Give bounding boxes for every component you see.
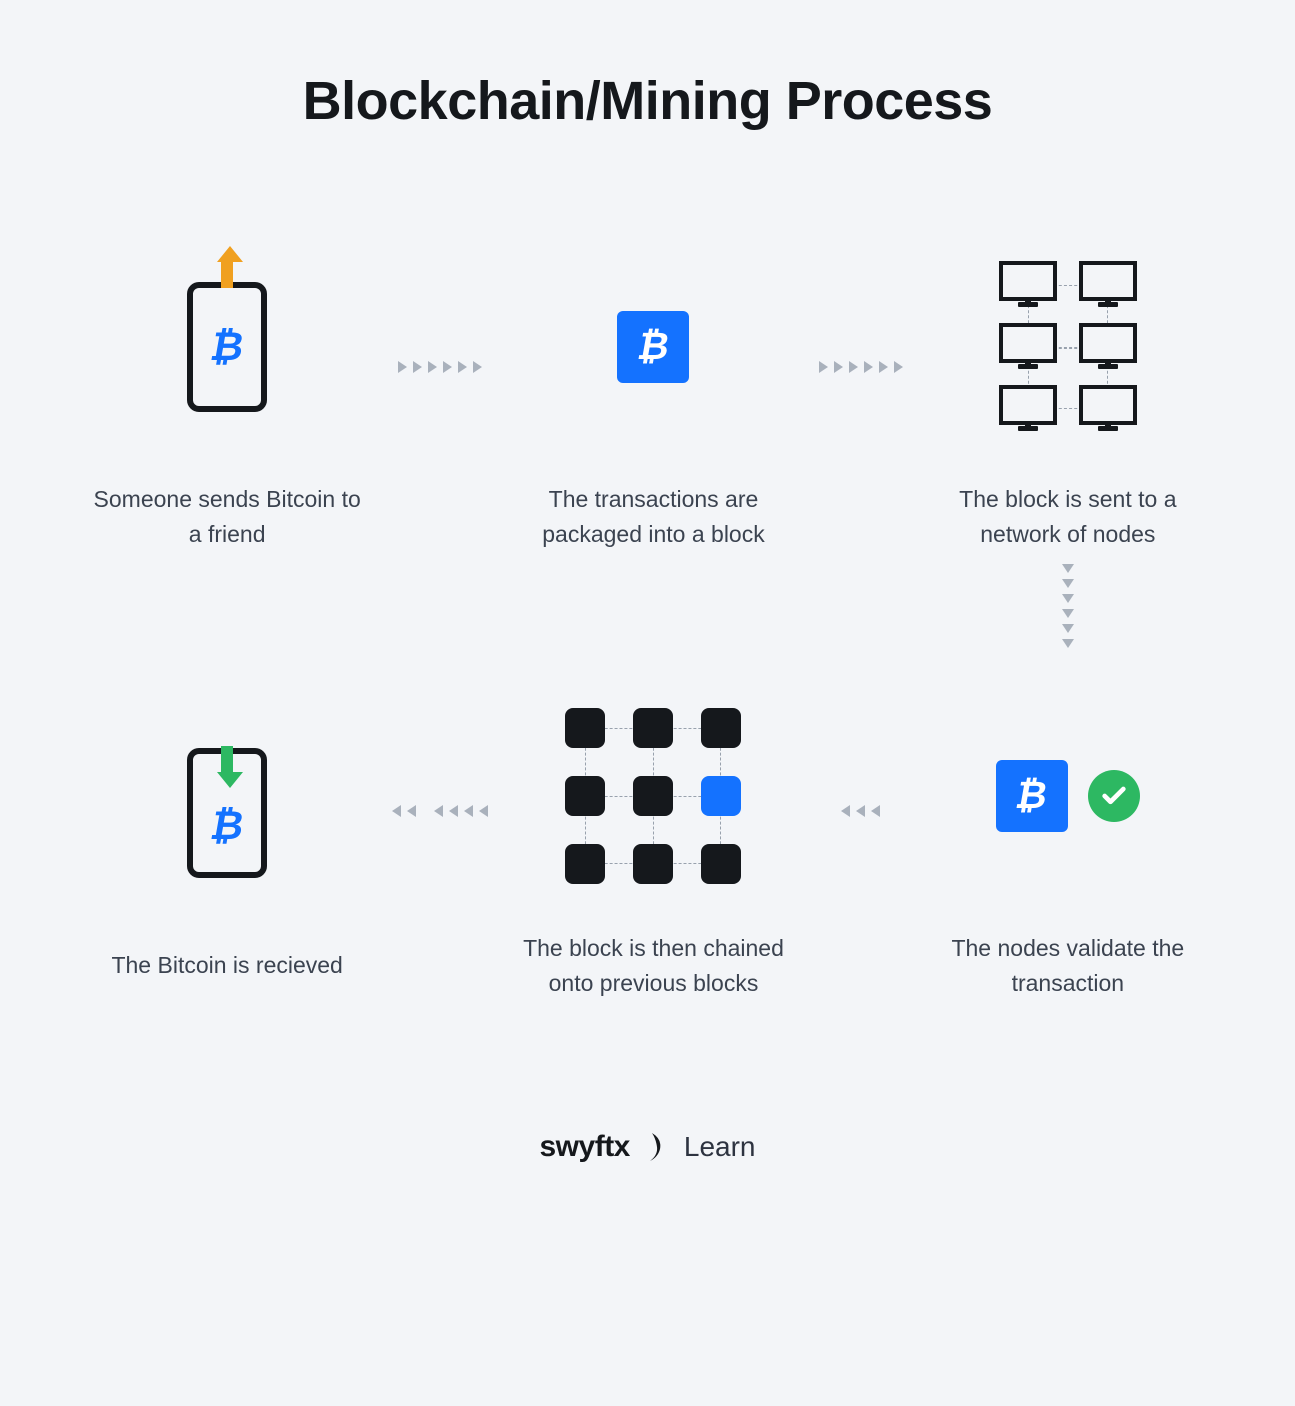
connector-left-icon (841, 805, 880, 817)
footer: swyftx Learn (80, 1130, 1215, 1164)
step-send: ₿ Someone sends Bitcoin to a friend (87, 262, 367, 551)
phone-receive-icon: ₿ (187, 748, 267, 878)
flow-grid: ₿ Someone sends Bitcoin to a friend ₿ Th… (80, 262, 1215, 1000)
step-caption: The transactions are packaged into a blo… (513, 482, 793, 551)
connector-right-icon (398, 361, 482, 373)
arrow-up-icon (217, 246, 237, 288)
step-caption: The block is sent to a network of nodes (928, 482, 1208, 551)
bitcoin-icon: ₿ (207, 804, 248, 849)
bird-icon (644, 1131, 670, 1163)
page-title: Blockchain/Mining Process (80, 70, 1215, 132)
step-caption: The block is then chained onto previous … (513, 931, 793, 1000)
step-chain: The block is then chained onto previous … (513, 711, 793, 1000)
arrow-down-icon (217, 746, 237, 788)
block-tile-icon: ₿ (617, 311, 689, 383)
step-validate: ₿ The nodes validate the transaction (928, 711, 1208, 1000)
step-broadcast: The block is sent to a network of nodes (928, 262, 1208, 551)
step-receive: ₿ The Bitcoin is recieved (111, 728, 342, 983)
step-package: ₿ The transactions are packaged into a b… (513, 262, 793, 551)
phone-send-icon: ₿ (187, 282, 267, 412)
check-circle-icon (1088, 770, 1140, 822)
step-caption: Someone sends Bitcoin to a friend (87, 482, 367, 551)
bitcoin-icon: ₿ (207, 325, 248, 370)
step-caption: The nodes validate the transaction (928, 931, 1208, 1000)
block-tile-icon: ₿ (996, 760, 1068, 832)
brand-sub: Learn (684, 1131, 756, 1163)
monitor-network-icon (999, 261, 1137, 433)
bitcoin-icon: ₿ (634, 326, 673, 369)
connector-right-icon (819, 361, 903, 373)
blockchain-grid-icon (565, 708, 741, 884)
bitcoin-icon: ₿ (1013, 775, 1052, 818)
brand-logo: swyftx (540, 1130, 630, 1164)
step-caption: The Bitcoin is recieved (111, 948, 342, 983)
connector-down-icon (1062, 551, 1074, 661)
connector-left-icon (392, 805, 488, 817)
